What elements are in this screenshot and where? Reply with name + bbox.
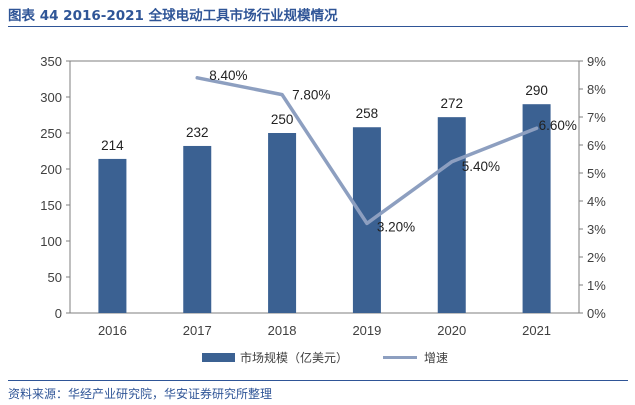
right-tick-label: 4% bbox=[587, 194, 606, 209]
bar bbox=[437, 117, 466, 313]
legend-line-label: 增速 bbox=[424, 351, 448, 365]
line-data-label: 7.80% bbox=[292, 88, 330, 103]
chart-title: 图表 44 2016-2021 全球电动工具市场行业规模情况 bbox=[8, 8, 338, 24]
line-data-label: 5.40% bbox=[462, 159, 500, 174]
source-note: 资料来源：华经产业研究院，华安证券研究所整理 bbox=[8, 387, 273, 401]
bar-data-label: 258 bbox=[356, 106, 379, 121]
line-data-labels: 8.40% 7.80% 3.20% 5.40% 6.60% bbox=[209, 68, 577, 235]
left-tick-label: 200 bbox=[40, 162, 62, 177]
x-axis: 2016 2017 2018 2019 2020 2021 bbox=[98, 323, 551, 338]
right-tick-label: 3% bbox=[587, 222, 606, 237]
legend-bar-label: 市场规模（亿美元） bbox=[240, 350, 348, 365]
line-point bbox=[280, 93, 284, 97]
bar bbox=[183, 145, 212, 313]
bar-data-label: 272 bbox=[440, 96, 463, 111]
right-tick-label: 6% bbox=[587, 138, 606, 153]
left-tick-label: 250 bbox=[40, 126, 62, 141]
bar-series bbox=[98, 104, 551, 314]
bar-data-label: 232 bbox=[186, 125, 209, 140]
bar-data-label: 214 bbox=[101, 138, 124, 153]
left-tick-label: 0 bbox=[55, 306, 62, 321]
bar bbox=[352, 127, 381, 314]
bar bbox=[98, 158, 127, 313]
line-point bbox=[535, 126, 539, 130]
x-tick-label: 2020 bbox=[437, 323, 466, 338]
x-tick-label: 2018 bbox=[268, 323, 297, 338]
left-tick-label: 150 bbox=[40, 198, 62, 213]
left-tick-label: 50 bbox=[48, 270, 62, 285]
x-tick-label: 2016 bbox=[98, 323, 127, 338]
left-tick-label: 350 bbox=[40, 54, 62, 69]
footer-divider bbox=[8, 380, 628, 381]
title-divider bbox=[8, 26, 628, 27]
bar-data-labels: 214 232 250 258 272 290 bbox=[101, 83, 548, 153]
legend-bar-swatch bbox=[202, 353, 235, 362]
right-tick-label: 8% bbox=[587, 82, 606, 97]
line-series bbox=[195, 76, 539, 226]
left-tick-label: 300 bbox=[40, 90, 62, 105]
right-tick-label: 2% bbox=[587, 250, 606, 265]
right-tick-label: 0% bbox=[587, 306, 606, 321]
right-tick-label: 7% bbox=[587, 110, 606, 125]
x-tick-label: 2021 bbox=[522, 323, 551, 338]
line-point bbox=[450, 160, 454, 164]
bar-data-label: 290 bbox=[525, 83, 548, 98]
right-tick-label: 5% bbox=[587, 166, 606, 181]
plot-area bbox=[69, 60, 580, 314]
line-data-label: 8.40% bbox=[209, 68, 247, 83]
x-tick-label: 2019 bbox=[352, 323, 381, 338]
left-axis: 0 50 100 150 200 250 300 350 bbox=[40, 54, 70, 321]
bar bbox=[522, 104, 551, 313]
right-tick-label: 9% bbox=[587, 54, 606, 69]
line-point bbox=[365, 221, 369, 225]
right-axis: 0% 1% 2% 3% 4% 5% 6% 7% 8% 9% bbox=[579, 54, 606, 321]
legend: 市场规模（亿美元） 增速 bbox=[202, 350, 448, 365]
x-tick-label: 2017 bbox=[183, 323, 212, 338]
line-point bbox=[195, 76, 199, 80]
bar bbox=[268, 133, 297, 313]
right-tick-label: 1% bbox=[587, 278, 606, 293]
bar-data-label: 250 bbox=[271, 112, 294, 127]
left-tick-label: 100 bbox=[40, 234, 62, 249]
chart: 0 50 100 150 200 250 300 350 0% 1% 2% 3% 4% 5% 6% 7% 8%… bbox=[40, 54, 606, 365]
line-data-label: 6.60% bbox=[539, 118, 577, 133]
line-data-label: 3.20% bbox=[377, 219, 415, 234]
